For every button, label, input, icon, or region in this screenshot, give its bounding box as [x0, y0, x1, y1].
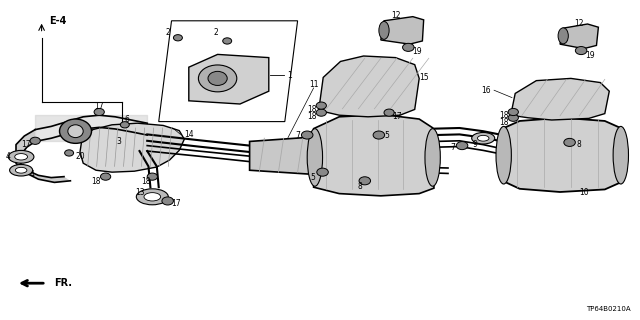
Polygon shape — [189, 54, 269, 104]
Ellipse shape — [223, 38, 232, 44]
Text: 17: 17 — [20, 140, 31, 148]
Text: 8: 8 — [357, 182, 362, 191]
Ellipse shape — [496, 126, 511, 184]
Ellipse shape — [94, 108, 104, 116]
Text: 19: 19 — [585, 51, 595, 60]
Text: 4: 4 — [6, 152, 11, 161]
Polygon shape — [381, 17, 424, 44]
Ellipse shape — [425, 129, 440, 186]
Text: 12: 12 — [575, 19, 584, 28]
Text: 8: 8 — [577, 140, 582, 149]
Polygon shape — [314, 115, 434, 196]
Text: 2: 2 — [214, 28, 219, 36]
Ellipse shape — [472, 132, 495, 144]
Ellipse shape — [100, 173, 111, 180]
Ellipse shape — [120, 122, 129, 128]
Text: 17: 17 — [94, 102, 104, 111]
Text: 18: 18 — [500, 111, 509, 120]
Ellipse shape — [15, 154, 28, 160]
Ellipse shape — [173, 35, 182, 41]
Polygon shape — [502, 118, 622, 192]
Ellipse shape — [60, 119, 92, 143]
Text: 9: 9 — [472, 140, 477, 149]
Ellipse shape — [316, 102, 326, 109]
Text: 5: 5 — [385, 131, 390, 140]
Text: 18: 18 — [92, 177, 100, 186]
Text: 18: 18 — [308, 112, 317, 121]
Polygon shape — [80, 123, 184, 172]
Ellipse shape — [508, 114, 518, 121]
Ellipse shape — [8, 150, 34, 163]
Ellipse shape — [373, 131, 385, 139]
Text: 15: 15 — [419, 73, 429, 82]
Text: 16: 16 — [481, 86, 492, 95]
Ellipse shape — [30, 137, 40, 144]
Text: 6: 6 — [124, 115, 129, 124]
Text: 3: 3 — [116, 137, 121, 146]
Polygon shape — [16, 130, 70, 182]
Ellipse shape — [477, 135, 489, 141]
Text: 17: 17 — [171, 199, 181, 208]
Ellipse shape — [403, 43, 414, 52]
Ellipse shape — [564, 138, 575, 147]
Ellipse shape — [208, 71, 227, 85]
Polygon shape — [511, 78, 609, 120]
Text: 18: 18 — [500, 118, 509, 127]
Text: 12: 12 — [391, 11, 400, 20]
Ellipse shape — [359, 177, 371, 185]
Ellipse shape — [613, 126, 628, 184]
Ellipse shape — [508, 108, 518, 116]
Ellipse shape — [68, 125, 83, 138]
Text: 17: 17 — [392, 112, 402, 121]
Text: 7: 7 — [451, 143, 456, 152]
Ellipse shape — [162, 197, 173, 205]
Text: 18: 18 — [141, 177, 150, 186]
Ellipse shape — [198, 65, 237, 92]
Text: 4: 4 — [29, 170, 35, 179]
Text: 5: 5 — [310, 173, 315, 182]
Text: 7: 7 — [295, 131, 300, 140]
Ellipse shape — [65, 150, 74, 156]
Ellipse shape — [15, 167, 27, 173]
Text: 13: 13 — [134, 188, 145, 197]
Polygon shape — [560, 24, 598, 49]
Text: TP64B0210A: TP64B0210A — [586, 306, 630, 312]
Text: 14: 14 — [184, 130, 194, 139]
Text: FR.: FR. — [54, 278, 72, 288]
Ellipse shape — [147, 173, 157, 180]
Text: 19: 19 — [412, 47, 422, 56]
Text: 11: 11 — [309, 80, 318, 89]
Ellipse shape — [10, 164, 33, 176]
Ellipse shape — [456, 141, 468, 150]
Text: 18: 18 — [308, 105, 317, 114]
Ellipse shape — [317, 168, 328, 176]
Ellipse shape — [379, 21, 389, 39]
Polygon shape — [250, 137, 319, 174]
Text: 2: 2 — [166, 28, 171, 36]
Ellipse shape — [144, 193, 161, 201]
Text: 10: 10 — [579, 188, 589, 197]
Text: E-4: E-4 — [49, 16, 67, 26]
Text: 20: 20 — [75, 152, 85, 161]
Ellipse shape — [316, 109, 326, 116]
Ellipse shape — [136, 189, 168, 205]
Ellipse shape — [301, 131, 313, 139]
Ellipse shape — [575, 46, 587, 55]
Ellipse shape — [307, 129, 323, 186]
Text: 1: 1 — [287, 71, 292, 80]
Ellipse shape — [558, 28, 568, 44]
Polygon shape — [319, 56, 419, 117]
Ellipse shape — [384, 109, 394, 116]
